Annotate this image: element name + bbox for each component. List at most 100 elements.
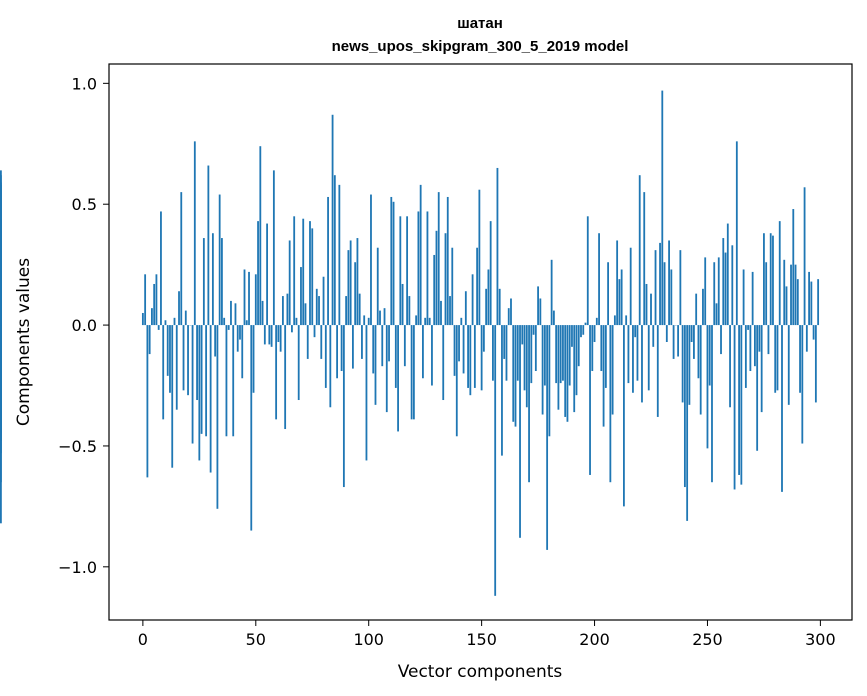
bar [462, 325, 465, 374]
bar [514, 325, 517, 427]
bar [489, 221, 492, 326]
bar [437, 192, 440, 326]
bar [659, 242, 661, 326]
bar [498, 288, 501, 326]
bar [322, 276, 325, 326]
bar [164, 320, 167, 326]
bar [808, 271, 810, 326]
bar [602, 325, 605, 427]
bar [234, 303, 237, 326]
bar [552, 310, 555, 326]
bar [365, 325, 368, 461]
bar [638, 175, 641, 326]
bar [686, 325, 689, 521]
plot-frame [108, 63, 853, 621]
bar [146, 325, 149, 478]
bar [227, 325, 230, 330]
bar [799, 325, 801, 393]
chart-title: шатан [457, 15, 503, 32]
bar [252, 325, 255, 393]
bar [428, 317, 431, 326]
bar [467, 325, 469, 388]
bar [408, 296, 411, 326]
bar [410, 325, 413, 420]
bar [464, 291, 467, 326]
bar [584, 322, 587, 326]
bar [702, 288, 704, 326]
bar [548, 325, 551, 437]
bar [647, 325, 650, 391]
bar [794, 264, 797, 326]
bar [379, 310, 381, 326]
x-tick-label: 300 [805, 630, 836, 649]
bar [785, 286, 788, 326]
bar [336, 325, 338, 379]
bar [812, 325, 815, 340]
bar [291, 325, 293, 333]
bar [480, 325, 483, 391]
bar [717, 257, 720, 326]
bar [562, 325, 564, 381]
bar [713, 262, 716, 326]
bar [487, 269, 490, 326]
bar [537, 286, 539, 326]
bar [318, 296, 320, 326]
bar [324, 325, 327, 388]
bar [729, 325, 731, 408]
bar [250, 325, 253, 531]
bar [241, 325, 244, 379]
bar [708, 325, 711, 386]
bar [286, 293, 289, 326]
bar [345, 296, 348, 326]
bar [670, 269, 673, 326]
bar [193, 141, 196, 326]
bar [753, 325, 756, 367]
bar [742, 269, 745, 326]
bar [419, 184, 422, 326]
bar [532, 325, 535, 335]
bar [636, 325, 639, 381]
bar [153, 283, 156, 326]
bar [417, 211, 420, 326]
bar [731, 245, 734, 326]
bar [758, 325, 761, 352]
bar [397, 325, 399, 432]
bar [665, 325, 668, 342]
bar [519, 325, 521, 538]
bar [763, 233, 765, 326]
bar [248, 271, 250, 326]
bar [672, 325, 675, 359]
bar [270, 325, 273, 347]
bar [650, 293, 652, 326]
bar [695, 293, 698, 326]
bar [645, 283, 648, 326]
bar [534, 325, 537, 372]
bar [525, 325, 528, 408]
bar [609, 325, 612, 483]
bar [225, 325, 228, 437]
bar [422, 325, 424, 379]
bar [399, 216, 402, 326]
bar [699, 325, 702, 415]
bar [178, 291, 180, 326]
bar [263, 325, 266, 345]
bar [148, 325, 151, 355]
bar [333, 175, 336, 326]
bar [230, 300, 232, 326]
bar [214, 325, 217, 357]
bar [593, 325, 596, 342]
bar [182, 325, 185, 391]
bar [589, 325, 591, 475]
bar [539, 298, 542, 326]
bar [634, 325, 637, 338]
bar [715, 303, 718, 326]
bar [374, 325, 377, 405]
bar [776, 325, 779, 391]
bar [277, 325, 280, 342]
bar [196, 325, 198, 401]
bar [814, 325, 817, 403]
bar [516, 325, 519, 381]
bar [331, 114, 334, 326]
bar [747, 325, 750, 330]
